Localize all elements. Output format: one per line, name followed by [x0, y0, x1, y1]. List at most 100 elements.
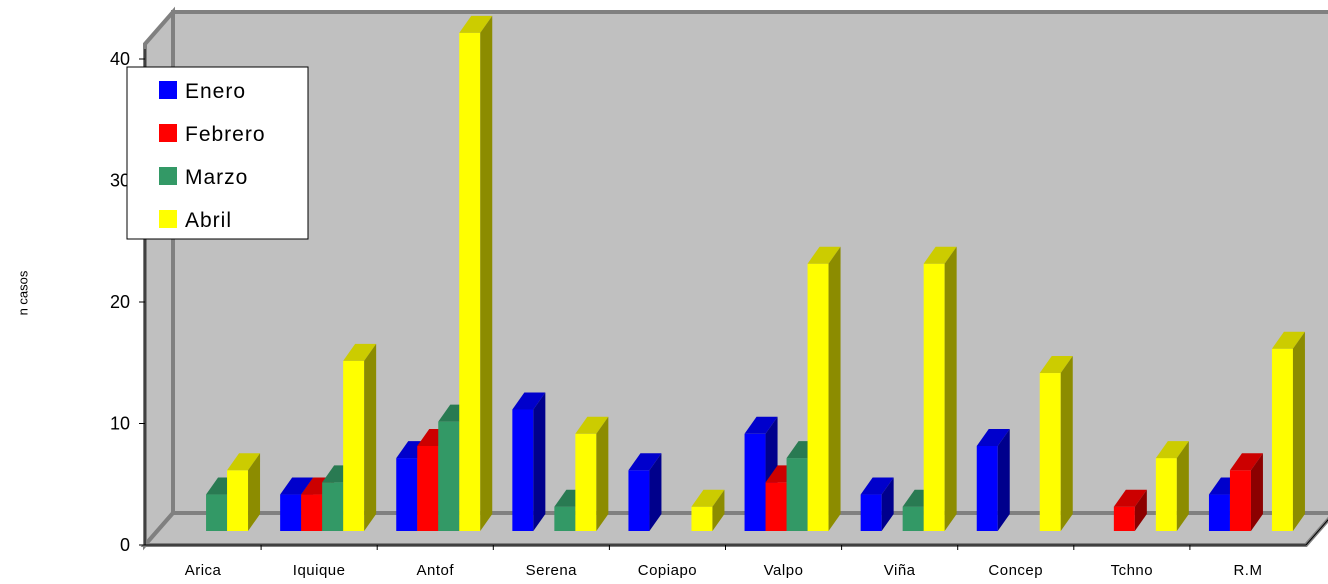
bar: [1113, 489, 1147, 531]
y-tick-label: 10: [110, 414, 130, 434]
bar-side: [1176, 441, 1189, 531]
bar: [1271, 331, 1305, 531]
bar-top: [227, 453, 261, 471]
chart-bars: [206, 15, 1305, 532]
bar-top: [343, 343, 377, 361]
bar-side: [712, 489, 725, 531]
bar-front: [575, 433, 597, 531]
bar: [628, 453, 662, 531]
bar: [512, 392, 546, 531]
floor-right-edge: [1305, 519, 1328, 546]
y-tick-label: 30: [110, 171, 130, 191]
bar-front: [807, 263, 829, 531]
bar-side: [944, 246, 957, 531]
legend-label: Marzo: [185, 166, 248, 189]
bar-front: [459, 32, 481, 531]
bar-front: [1229, 470, 1251, 531]
bar-top: [976, 428, 1010, 446]
bar-top: [1113, 489, 1147, 507]
bar: [227, 453, 261, 531]
legend-swatch: [159, 167, 177, 185]
bar-top: [280, 477, 314, 495]
bar-front: [1208, 494, 1230, 531]
bar: [923, 246, 957, 531]
bar-top: [744, 416, 778, 434]
bar-side: [649, 453, 662, 531]
bar-front: [691, 506, 713, 531]
bar-front: [1039, 373, 1061, 531]
legend-label: Febrero: [185, 123, 266, 146]
legend-swatch: [159, 81, 177, 99]
bar-top: [1271, 331, 1305, 349]
bar-side: [1250, 453, 1263, 531]
bar-top: [1229, 453, 1263, 471]
bar-side: [364, 343, 377, 531]
bar-front: [628, 470, 650, 531]
x-tick-label: Arica: [185, 562, 222, 579]
bar-front: [860, 494, 882, 531]
bar-top: [575, 416, 609, 434]
bar-front: [322, 482, 344, 531]
bar-front: [227, 470, 249, 531]
bar-side: [1292, 331, 1305, 531]
bar-top: [1039, 356, 1073, 374]
bar: [575, 416, 609, 531]
bar-top: [807, 246, 841, 264]
bar: [976, 428, 1010, 531]
bar-side: [248, 453, 261, 531]
bar-front: [417, 445, 439, 531]
chart-axes: 0 10 20 30 40 Arica Iquique Antof Serena Copiapo V…: [110, 49, 1328, 579]
bar-top: [459, 15, 493, 33]
bar-top: [691, 489, 725, 507]
bar: [1039, 356, 1073, 531]
bar: [807, 246, 841, 531]
bar-front: [923, 263, 945, 531]
bar-side: [881, 477, 894, 531]
x-tick-label: Antof: [416, 562, 454, 579]
y-tick-label: 40: [110, 49, 130, 69]
bar: [459, 15, 493, 532]
bar-front: [280, 494, 302, 531]
bar: [343, 343, 377, 531]
bar-front: [396, 458, 418, 531]
y-tick-label: 20: [110, 292, 130, 312]
bar-top: [860, 477, 894, 495]
bar-side: [1060, 356, 1073, 531]
chart-walls: [140, 6, 1328, 551]
bar: [1155, 441, 1189, 531]
bar-side: [480, 15, 493, 532]
legend: Enero Febrero Marzo Abril: [126, 66, 309, 240]
x-tick-label: Concep: [988, 562, 1043, 579]
bar: [691, 489, 725, 531]
bar-front: [765, 482, 787, 531]
bar-front: [744, 433, 766, 531]
bar-front: [976, 445, 998, 531]
bar-front: [1113, 506, 1135, 531]
y-axis-label-group: n casos: [15, 270, 30, 315]
bar-side: [997, 428, 1010, 531]
bar-top: [923, 246, 957, 264]
x-tick-label: Viña: [884, 562, 916, 579]
bar-top: [512, 392, 546, 410]
bar-top: [1155, 441, 1189, 459]
legend-swatch: [159, 210, 177, 228]
x-tick-label: R.M: [1233, 562, 1262, 579]
x-tick-label: Valpo: [764, 562, 804, 579]
bar-front: [301, 494, 323, 531]
y-tick-label: 0: [120, 535, 130, 555]
bar: [860, 477, 894, 531]
bar-side: [1134, 489, 1147, 531]
bar-front: [438, 421, 460, 531]
legend-label: Enero: [185, 80, 246, 103]
bar-side: [828, 246, 841, 531]
y-axis-label: n casos: [15, 270, 30, 315]
x-tick-label: Copiapo: [638, 562, 697, 579]
bar-front: [786, 458, 808, 531]
bar-front: [343, 360, 365, 531]
x-tick-label: Tchno: [1111, 562, 1154, 579]
bar-side: [533, 392, 546, 531]
bar-front: [512, 409, 534, 531]
x-tick-label: Iquique: [293, 562, 346, 579]
